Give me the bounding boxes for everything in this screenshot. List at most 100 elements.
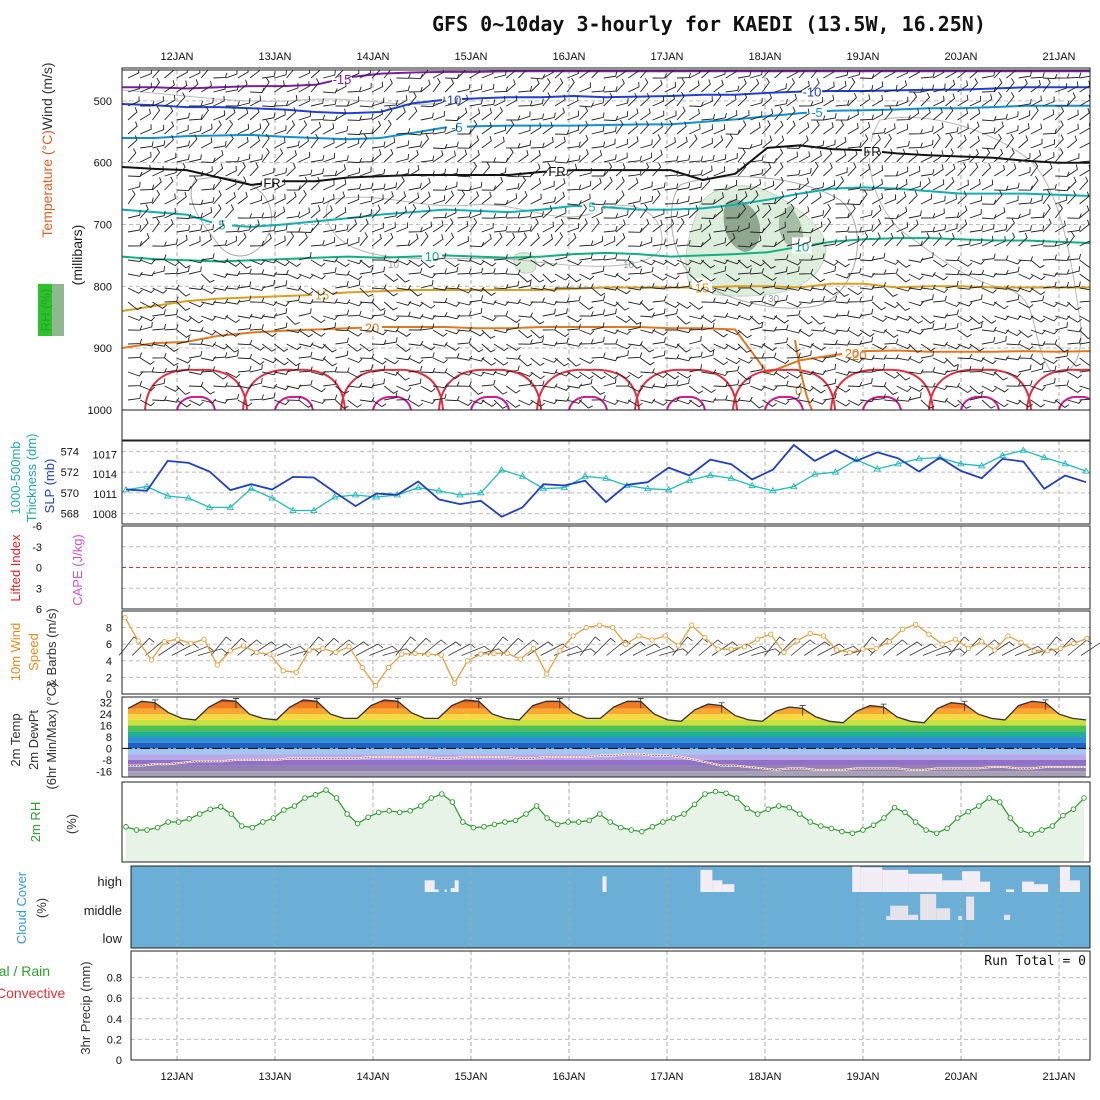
wind-barb (835, 235, 847, 247)
wind-barb (957, 94, 969, 107)
wind-barb (762, 301, 778, 307)
wind-barb (676, 267, 691, 275)
wind-ylabel-3: & Barbs (m/s) (44, 608, 59, 687)
wind-barb (823, 194, 835, 205)
wind-barb (310, 78, 320, 93)
wind-barb (408, 203, 417, 219)
li-ylabel: Lifted Index (8, 534, 23, 602)
wind-barb (884, 371, 899, 379)
wind-barb (1067, 92, 1076, 107)
wind-barb (847, 329, 863, 337)
wind-barb (969, 208, 982, 219)
wind-barb (310, 259, 326, 267)
wind-barb (798, 122, 810, 135)
wind-barb (274, 109, 286, 121)
rh-shading (513, 252, 537, 274)
wind-barb (859, 255, 875, 262)
isotherm-line (340, 368, 444, 410)
rh-point (470, 824, 477, 831)
wind-barb (493, 343, 509, 352)
wind-barb (847, 381, 863, 387)
rh-point (544, 815, 550, 821)
wind-barb (652, 273, 668, 281)
wind-speed-point (689, 622, 695, 628)
wind-barb (323, 88, 338, 94)
wind-speed-point (148, 657, 155, 663)
wind-barb (935, 648, 965, 656)
wind-barb (676, 217, 685, 233)
wind-barb (420, 191, 431, 205)
wind-barb (493, 268, 508, 275)
wind-barb (261, 147, 270, 163)
wind-barb (383, 78, 393, 93)
wind-barb (725, 133, 734, 149)
wind-barb (152, 124, 165, 135)
wind-barb (774, 337, 789, 345)
wind-barb (481, 259, 497, 267)
wind-barb (420, 205, 431, 219)
wind-barb (908, 301, 924, 307)
minmax-ylabel-part: (6hr Min/Max) (°C) (44, 682, 59, 789)
wind-barb (249, 70, 261, 79)
wind-barb (713, 329, 728, 338)
wind-barb (249, 394, 264, 401)
high-cloud-block (962, 871, 981, 892)
wind-barb (994, 335, 1007, 345)
rh-point (228, 811, 235, 817)
isotherm-label: -10 (803, 84, 822, 99)
wind-barb (579, 180, 592, 191)
wind-barb (445, 207, 457, 219)
wind-barb (542, 324, 557, 331)
wind-speed-point (781, 649, 787, 656)
isotherm-label-bg (842, 343, 862, 360)
wind-barb (628, 155, 642, 163)
isotherm-line (242, 368, 346, 410)
wind-barb (725, 273, 741, 282)
wind-barb (933, 287, 949, 294)
wind-barb (774, 234, 785, 247)
wind-barb (1067, 315, 1082, 323)
wind-barb (554, 252, 568, 261)
wind-barb (298, 287, 314, 295)
wind-barb (469, 70, 481, 79)
wind-barb (579, 301, 594, 310)
wind-barb (139, 233, 150, 247)
wind-barb (530, 178, 542, 191)
wind-barb (810, 273, 826, 283)
wind-barb (994, 224, 1008, 233)
wind-barb (493, 199, 509, 206)
wind-barb (823, 217, 832, 233)
wind-barb (445, 181, 458, 191)
wind-barb (359, 218, 369, 233)
wind-barb (432, 268, 447, 275)
wind-barb (871, 301, 886, 311)
wind-barb (261, 133, 270, 149)
wind-barb (359, 396, 375, 403)
rh-point (449, 799, 456, 805)
wind-barb (640, 70, 648, 79)
wind-barb (469, 295, 484, 303)
wind-barb (872, 328, 888, 334)
wind-speed-point (1057, 645, 1064, 651)
wind-barb (1042, 73, 1058, 80)
wind-barb (310, 114, 326, 121)
wind-barb (514, 639, 539, 656)
wind-barb (140, 271, 155, 277)
wind-barb (713, 205, 724, 219)
wind-barb (310, 239, 325, 247)
wind-barb (139, 357, 155, 365)
wind-barb (518, 399, 534, 406)
wind-barb (786, 371, 802, 379)
temp-band (128, 765, 1086, 772)
wind-barb (811, 295, 825, 303)
rh-point (396, 809, 403, 816)
wind-barb (615, 273, 631, 282)
wind-barb (1042, 301, 1058, 308)
rh-point (365, 814, 371, 820)
wind-barb (554, 191, 565, 205)
wind-speed-point (530, 645, 537, 651)
wind-barb (701, 199, 716, 205)
wind-barb (664, 137, 676, 149)
wind-barb (1030, 239, 1045, 247)
wind-barb (957, 284, 973, 290)
